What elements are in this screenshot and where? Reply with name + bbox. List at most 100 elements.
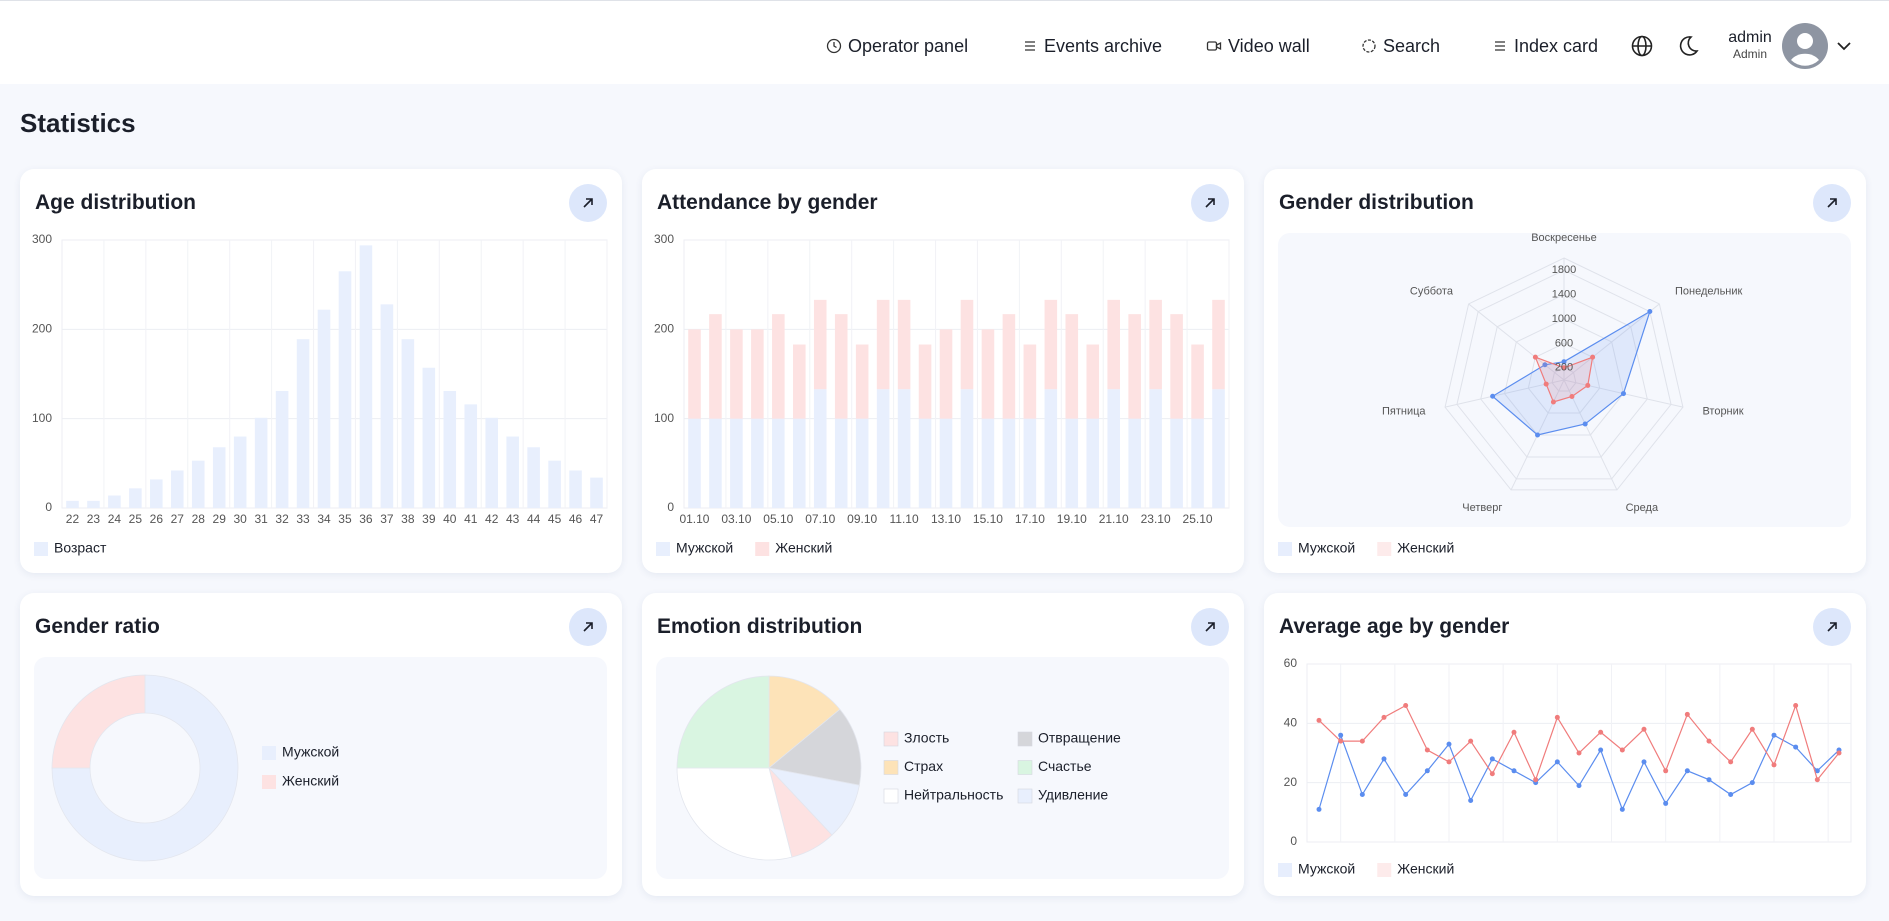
line-point	[1641, 759, 1647, 765]
x-tick-label: 15.10	[973, 512, 1003, 526]
x-tick-label: 26	[150, 512, 164, 526]
legend-swatch	[656, 542, 670, 556]
user-info[interactable]: admin Admin	[1710, 29, 1790, 63]
bar	[730, 329, 743, 419]
expand-icon[interactable]	[581, 196, 595, 210]
bar	[981, 418, 995, 508]
expand-icon[interactable]	[1203, 620, 1217, 634]
r-tick-label: 200	[1555, 362, 1573, 374]
nav-label[interactable]: Search	[1383, 35, 1441, 56]
nav-item[interactable]: Events archive	[1022, 34, 1162, 58]
expand-icon[interactable]	[581, 620, 595, 634]
x-tick-label: 35	[338, 512, 352, 526]
x-tick-label: 31	[254, 512, 268, 526]
line-point	[1771, 732, 1777, 738]
nav-item[interactable]: Index card	[1492, 34, 1598, 58]
bar	[1191, 418, 1204, 508]
legend-label: Удивление	[1038, 787, 1108, 803]
line-point	[1814, 768, 1820, 774]
legend-swatch	[883, 731, 899, 747]
theme-icon[interactable]	[1676, 34, 1700, 58]
grid-ring	[1503, 318, 1625, 436]
bar	[464, 404, 478, 508]
plot-frame	[683, 239, 1230, 509]
legend-swatch	[883, 788, 899, 804]
legend-label: Женский	[1397, 540, 1454, 556]
expand-button[interactable]	[569, 184, 607, 222]
x-tick-label: 33	[296, 512, 310, 526]
bar	[897, 389, 911, 508]
expand-button[interactable]	[1813, 184, 1851, 222]
bar	[960, 389, 974, 508]
nav-item[interactable]: Search	[1361, 34, 1440, 58]
x-tick-label: 05.10	[763, 512, 793, 526]
x-tick-label: 25.10	[1183, 512, 1213, 526]
x-tick-label: 23	[87, 512, 101, 526]
bar	[834, 418, 848, 508]
line-point	[1489, 771, 1495, 777]
donut-slice	[51, 674, 239, 862]
radar-point	[1569, 393, 1575, 399]
bar	[1023, 344, 1037, 419]
nav-label[interactable]: Index card	[1514, 35, 1599, 56]
axis-label: Четверг	[1462, 502, 1502, 514]
x-tick-label: 27	[171, 512, 185, 526]
user-menu-chevron[interactable]	[1835, 37, 1853, 55]
line-point	[1728, 792, 1734, 798]
expand-button[interactable]	[1191, 608, 1229, 646]
y-tick-label: 200	[32, 322, 52, 336]
expand-icon[interactable]	[1203, 196, 1217, 210]
x-tick-label: 43	[506, 512, 520, 526]
bar	[1128, 418, 1141, 508]
bar	[380, 304, 394, 508]
x-tick-label: 29	[213, 512, 227, 526]
x-tick-label: 45	[548, 512, 562, 526]
expand-button[interactable]	[1813, 608, 1851, 646]
line-point	[1684, 711, 1690, 717]
bar	[485, 417, 498, 508]
r-tick-label: 1000	[1552, 313, 1576, 325]
x-tick-label: 22	[66, 512, 80, 526]
nav-label[interactable]: Operator panel	[848, 35, 969, 56]
legend-label: Мужской	[1298, 540, 1355, 556]
expand-icon[interactable]	[1825, 196, 1839, 210]
line-point	[1381, 756, 1387, 762]
line-point	[1316, 806, 1322, 812]
chart-panel: 0 20 40 60 Мужской Женский Average age by gend…	[1264, 593, 1866, 896]
language-icon[interactable]	[1630, 34, 1654, 58]
expand-button[interactable]	[569, 608, 607, 646]
bar	[688, 418, 701, 508]
bar	[834, 314, 848, 419]
nav-label[interactable]: Video wall	[1228, 35, 1310, 56]
avatar[interactable]	[1782, 23, 1828, 69]
y-tick-label: 60	[1284, 656, 1298, 670]
legend-label: Отвращение	[1038, 730, 1121, 746]
legend-label: Возраст	[54, 540, 107, 556]
line-point	[1489, 756, 1495, 762]
line-point	[1554, 714, 1560, 720]
legend-label: Счастье	[1038, 758, 1092, 774]
x-tick-label: 46	[569, 512, 583, 526]
x-tick-label: 09.10	[847, 512, 877, 526]
chart: Злость Страх Нейтральность Отвращение Счасть…	[656, 657, 1229, 879]
bar	[150, 479, 163, 508]
expand-icon[interactable]	[1825, 620, 1839, 634]
y-tick-label: 40	[1284, 716, 1298, 730]
bar	[793, 418, 806, 508]
bar	[129, 488, 142, 508]
header: Operator panel Events archive Video wall…	[0, 0, 1889, 84]
grid-ring	[1527, 342, 1601, 414]
legend-swatch	[262, 775, 276, 789]
bar	[1149, 299, 1162, 390]
bar	[191, 460, 205, 508]
line-point	[1641, 726, 1647, 732]
nav-item[interactable]: Operator panel	[826, 34, 968, 58]
nav-label[interactable]: Events archive	[1044, 35, 1163, 56]
donut-slice	[51, 674, 146, 769]
line-point	[1424, 768, 1430, 774]
expand-button[interactable]	[1191, 184, 1229, 222]
nav-item[interactable]: Video wall	[1206, 34, 1310, 58]
legend-swatch	[1377, 863, 1392, 877]
radar-point	[1532, 354, 1538, 360]
